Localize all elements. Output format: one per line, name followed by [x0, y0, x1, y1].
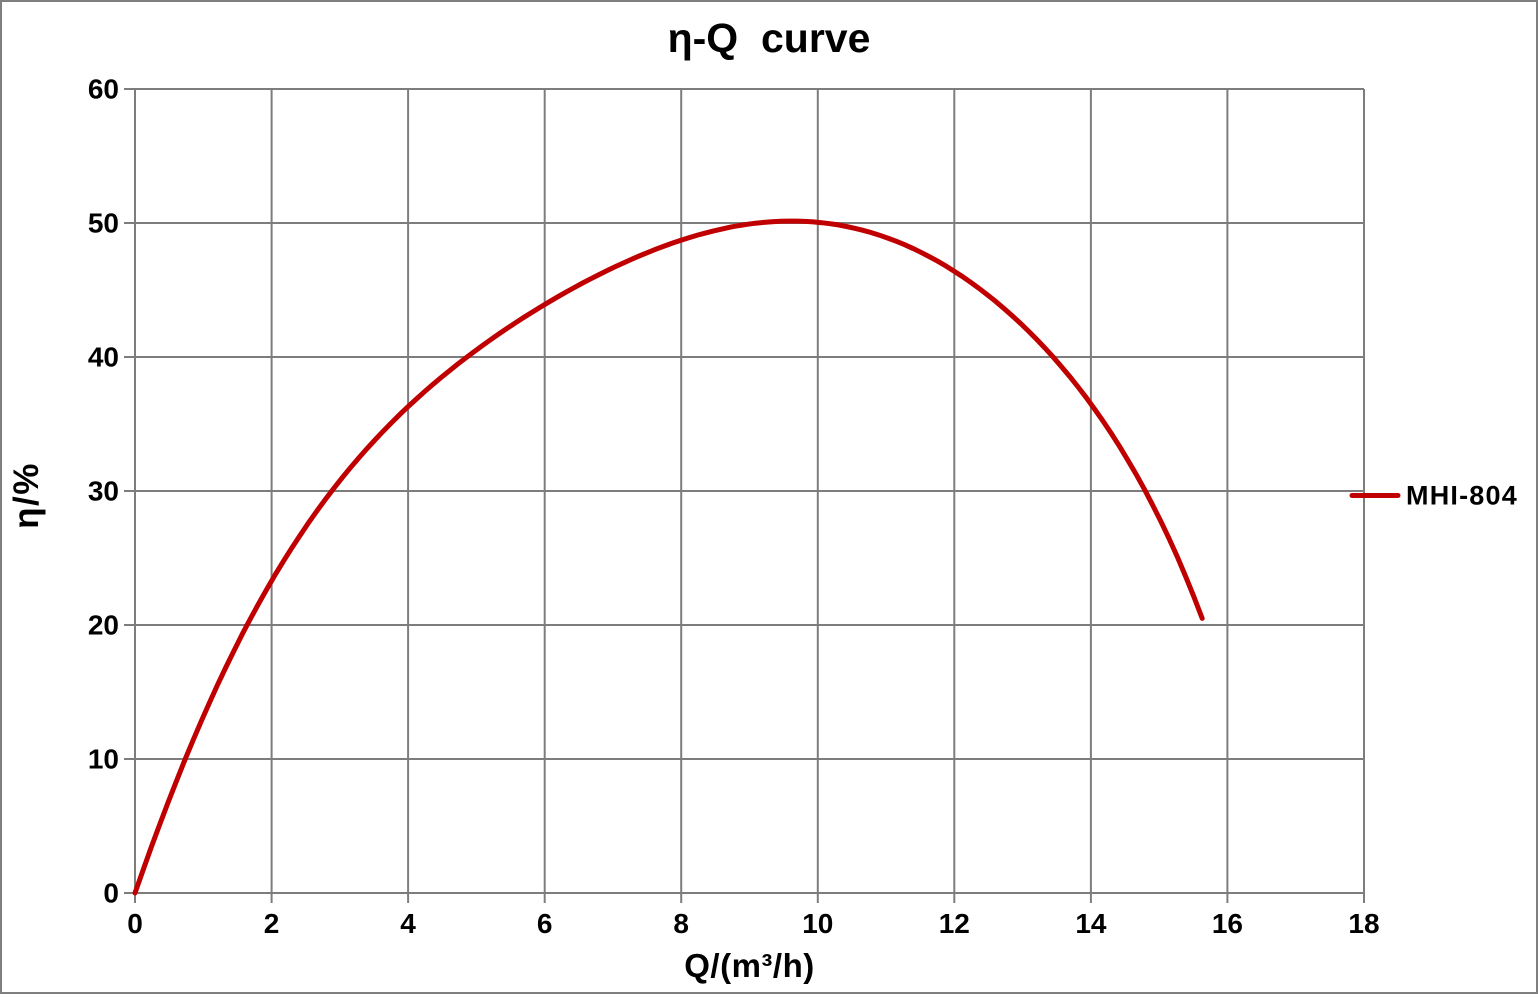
svg-text:12: 12	[939, 908, 970, 939]
svg-text:6: 6	[537, 908, 553, 939]
svg-text:10: 10	[88, 744, 119, 775]
svg-text:0: 0	[127, 908, 143, 939]
svg-text:Q/(m³/h): Q/(m³/h)	[684, 947, 814, 984]
svg-text:10: 10	[802, 908, 833, 939]
svg-text:2: 2	[264, 908, 280, 939]
svg-text:50: 50	[88, 208, 119, 239]
svg-text:18: 18	[1348, 908, 1379, 939]
svg-text:MHI-804: MHI-804	[1406, 481, 1518, 511]
svg-text:0: 0	[103, 878, 119, 909]
svg-text:30: 30	[88, 476, 119, 507]
svg-text:4: 4	[400, 908, 416, 939]
svg-text:16: 16	[1212, 908, 1243, 939]
svg-text:14: 14	[1075, 908, 1107, 939]
svg-text:40: 40	[88, 342, 119, 373]
svg-text:20: 20	[88, 610, 119, 641]
svg-text:η-Q curve: η-Q curve	[668, 15, 871, 61]
svg-text:8: 8	[673, 908, 689, 939]
svg-text:η/%: η/%	[7, 462, 46, 529]
svg-text:60: 60	[88, 74, 119, 105]
